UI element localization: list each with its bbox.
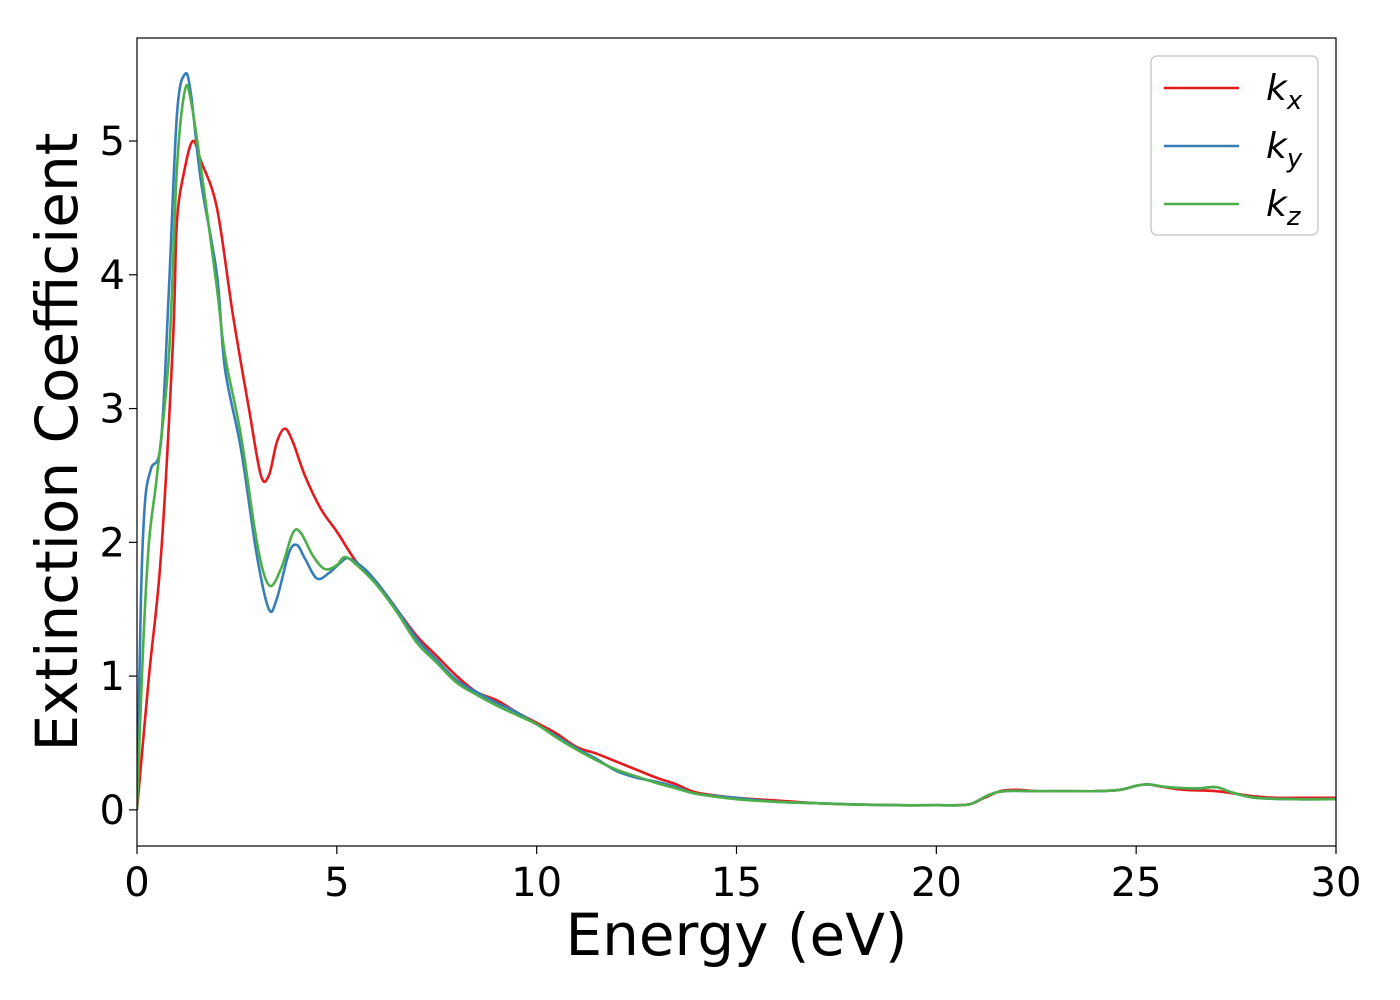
x-tick-label: 30	[1311, 860, 1362, 906]
x-tick-label: 5	[324, 860, 349, 906]
legend: kx ky kz	[1150, 55, 1319, 236]
y-tick-label: 1	[100, 654, 125, 700]
x-tick-label: 25	[1111, 860, 1162, 906]
y-tick-label: 0	[100, 788, 125, 834]
y-tick-label: 3	[100, 387, 125, 433]
y-tick-label: 2	[100, 520, 125, 566]
legend-label-z: kz	[1266, 184, 1302, 232]
y-tick-label: 5	[100, 119, 125, 165]
x-tick-label: 20	[911, 860, 962, 906]
x-tick-label: 15	[711, 860, 762, 906]
legend-label-y: ky	[1266, 126, 1303, 174]
x-axis: 0 5 10 15 20 25 30	[124, 846, 1361, 906]
y-axis-title: Extinction Coefficient	[23, 133, 91, 752]
x-tick-label: 0	[124, 860, 149, 906]
legend-label-x: kx	[1266, 68, 1303, 116]
y-tick-label: 4	[100, 253, 125, 299]
x-axis-title: Energy (eV)	[565, 901, 907, 969]
series-layer	[137, 71, 1336, 810]
x-tick-label: 10	[511, 860, 562, 906]
series-line-z	[137, 83, 1336, 810]
y-axis: 0 1 2 3 4 5	[100, 119, 137, 834]
